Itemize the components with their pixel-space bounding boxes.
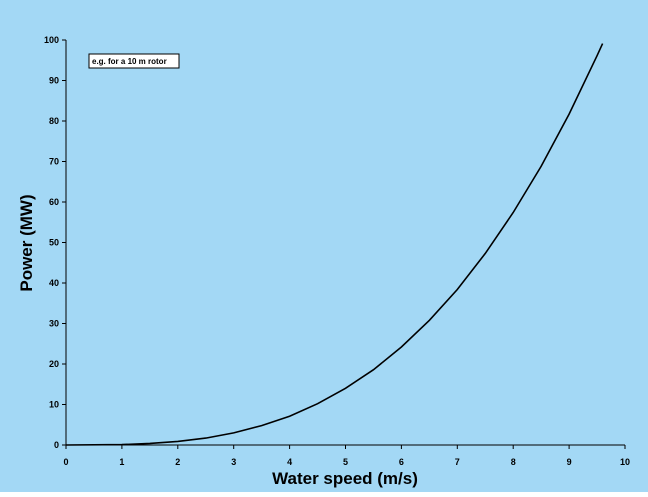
x-tick-label: 2 — [175, 457, 180, 467]
series-line-power-curve — [65, 43, 604, 446]
annotation-box: e.g. for a 10 m rotor — [88, 53, 180, 69]
x-tick-label: 6 — [399, 457, 404, 467]
y-tick-label: 10 — [49, 400, 59, 410]
x-tick-label: 9 — [567, 457, 572, 467]
y-tick-label: 40 — [49, 278, 59, 288]
y-tick-label: 60 — [49, 197, 59, 207]
y-ticks-group: 0 10 20 30 40 50 60 70 80 90 100 — [44, 35, 66, 450]
x-ticks-group: 0 1 2 3 4 5 6 7 8 9 10 — [63, 445, 630, 467]
y-tick-label: 0 — [54, 440, 59, 450]
annotation-frame — [88, 53, 180, 69]
y-tick-label: 80 — [49, 116, 59, 126]
annotation-text: e.g. for a 10 m rotor — [92, 57, 167, 66]
x-tick-label: 1 — [119, 457, 124, 467]
x-tick-label: 7 — [455, 457, 460, 467]
x-tick-label: 3 — [231, 457, 236, 467]
x-axis-title: Water speed (m/s) — [272, 469, 418, 488]
x-tick-label: 4 — [287, 457, 292, 467]
y-tick-label: 20 — [49, 359, 59, 369]
x-tick-label: 10 — [620, 457, 630, 467]
y-tick-label: 50 — [49, 238, 59, 248]
x-tick-label: 5 — [343, 457, 348, 467]
y-tick-label: 100 — [44, 35, 59, 45]
y-tick-label: 30 — [49, 319, 59, 329]
y-tick-label: 70 — [49, 157, 59, 167]
y-axis-title: Power (MW) — [17, 194, 36, 291]
x-tick-label: 8 — [511, 457, 516, 467]
x-tick-label: 0 — [63, 457, 68, 467]
y-tick-label: 90 — [49, 76, 59, 86]
